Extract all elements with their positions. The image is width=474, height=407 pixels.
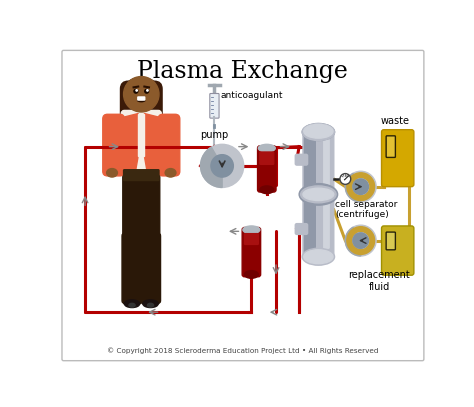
FancyBboxPatch shape	[242, 228, 261, 277]
FancyBboxPatch shape	[386, 232, 395, 250]
Ellipse shape	[165, 168, 176, 177]
Circle shape	[211, 155, 233, 177]
Ellipse shape	[107, 168, 118, 177]
FancyBboxPatch shape	[386, 136, 395, 158]
Ellipse shape	[302, 124, 335, 140]
Wedge shape	[201, 147, 222, 188]
Ellipse shape	[299, 184, 337, 205]
Text: replacement
fluid: replacement fluid	[348, 270, 410, 292]
Ellipse shape	[303, 188, 334, 201]
Circle shape	[136, 90, 137, 91]
Polygon shape	[138, 114, 145, 156]
FancyBboxPatch shape	[124, 170, 159, 181]
Ellipse shape	[258, 144, 275, 152]
Text: waste: waste	[381, 116, 410, 126]
FancyBboxPatch shape	[245, 234, 258, 245]
Wedge shape	[347, 173, 374, 201]
Circle shape	[353, 233, 368, 248]
FancyBboxPatch shape	[295, 223, 308, 234]
Wedge shape	[347, 227, 374, 254]
FancyBboxPatch shape	[140, 233, 161, 304]
Ellipse shape	[304, 124, 333, 138]
FancyBboxPatch shape	[62, 50, 424, 361]
FancyBboxPatch shape	[158, 114, 180, 176]
Circle shape	[145, 89, 149, 93]
FancyBboxPatch shape	[123, 175, 160, 241]
FancyBboxPatch shape	[260, 152, 273, 164]
Circle shape	[124, 77, 159, 112]
FancyBboxPatch shape	[257, 146, 276, 192]
FancyBboxPatch shape	[382, 226, 414, 275]
Circle shape	[201, 144, 244, 188]
Ellipse shape	[301, 186, 336, 203]
FancyBboxPatch shape	[138, 97, 145, 100]
Ellipse shape	[302, 124, 335, 140]
Circle shape	[134, 89, 138, 93]
Text: Plasma Exchange: Plasma Exchange	[137, 59, 348, 83]
Ellipse shape	[260, 186, 273, 194]
Wedge shape	[346, 173, 361, 202]
Circle shape	[346, 171, 376, 202]
Ellipse shape	[245, 271, 258, 278]
Text: © Copyright 2018 Scleroderma Education Project Ltd • All Rights Reserved: © Copyright 2018 Scleroderma Education P…	[107, 347, 379, 354]
FancyBboxPatch shape	[136, 97, 146, 114]
FancyBboxPatch shape	[103, 114, 124, 176]
Ellipse shape	[129, 303, 135, 307]
Text: anticoagulant: anticoagulant	[220, 91, 283, 100]
Wedge shape	[346, 227, 361, 256]
Ellipse shape	[125, 77, 157, 101]
FancyBboxPatch shape	[210, 94, 219, 118]
Ellipse shape	[147, 303, 154, 307]
FancyBboxPatch shape	[303, 131, 334, 257]
FancyBboxPatch shape	[382, 130, 414, 187]
Circle shape	[340, 173, 351, 184]
Text: pump: pump	[201, 130, 229, 140]
Ellipse shape	[124, 300, 140, 308]
FancyBboxPatch shape	[324, 140, 329, 248]
FancyBboxPatch shape	[304, 133, 315, 255]
Text: cell separator
(centrifuge): cell separator (centrifuge)	[335, 200, 398, 219]
Ellipse shape	[302, 248, 335, 265]
FancyBboxPatch shape	[122, 233, 142, 304]
Ellipse shape	[143, 300, 158, 308]
FancyBboxPatch shape	[121, 110, 161, 177]
Circle shape	[346, 225, 376, 256]
Polygon shape	[114, 114, 138, 173]
FancyBboxPatch shape	[295, 154, 308, 165]
Ellipse shape	[243, 226, 260, 234]
Polygon shape	[145, 114, 169, 173]
Circle shape	[353, 179, 368, 195]
FancyBboxPatch shape	[120, 81, 162, 177]
Ellipse shape	[304, 250, 333, 264]
Circle shape	[147, 90, 148, 91]
